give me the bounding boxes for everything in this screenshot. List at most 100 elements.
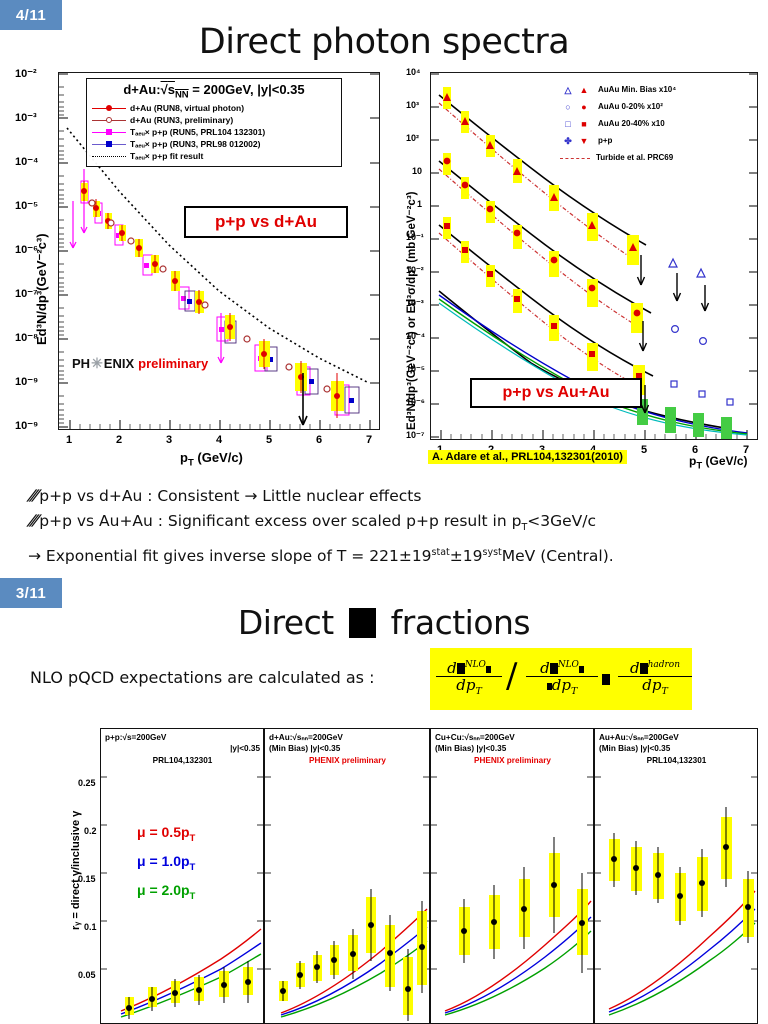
plus-minus-icon: ± bbox=[398, 547, 412, 566]
legend-item: Tₐₑᵤ× p+p (RUN3, PRL98 012002) bbox=[92, 139, 336, 150]
mu-label: μ = 1.0p bbox=[137, 852, 190, 869]
bullet-value-syst: 19 bbox=[462, 547, 483, 566]
legend-filled-triangle-icon: ▲ bbox=[579, 85, 589, 95]
fraction-panels-y-axis-label: rᵧ = direct γ/inclusive γ bbox=[70, 810, 82, 930]
formula-numerator: d hadron bbox=[618, 658, 692, 676]
legend-open-cross-icon: ✤ bbox=[564, 136, 572, 146]
legend-swatch-pp-run3 bbox=[92, 140, 126, 149]
bullet-subscript: T bbox=[521, 522, 528, 534]
y-tick-label: 10⁻⁵ bbox=[406, 364, 425, 374]
x-axis-subscript: T bbox=[187, 457, 194, 469]
panel-system-label: Au+Au:√sₙₙ=200GeV bbox=[599, 733, 679, 742]
x-tick-label: 5 bbox=[266, 434, 273, 446]
chart-fraction-auau: Au+Au:√sₙₙ=200GeV (Min Bias) |y|<0.35 PR… bbox=[594, 728, 758, 1024]
panel-header-pp: p+p:√s=200GeV |y|<0.35 PRL104,132301 bbox=[105, 732, 260, 766]
panel-dau-canvas bbox=[265, 776, 429, 1021]
y-tick-label: 10⁻⁹ bbox=[15, 376, 39, 388]
x-tick-label: 1 bbox=[66, 434, 73, 446]
chart-auau-legend: △ ▲ AuAu Min. Bias x10⁴ ○ ● AuAu 0-20% x… bbox=[560, 85, 750, 170]
y-tick-label: 10³ bbox=[406, 100, 420, 110]
panel-citation: PRL104,132301 bbox=[646, 756, 707, 765]
y-tick-label: 10² bbox=[406, 133, 420, 143]
panel-rapidity-label: (Min Bias) |y|<0.35 bbox=[269, 744, 341, 753]
mu-legend-item-05: μ = 0.5pT bbox=[137, 821, 195, 850]
legend-header-sub: NN bbox=[174, 89, 189, 101]
panel-system-label: d+Au:√sₙₙ=200GeV bbox=[269, 733, 343, 742]
sqrt-icon: √ bbox=[160, 82, 168, 97]
bullet-marker-icon: ⫻ bbox=[26, 512, 39, 530]
formula-d: d bbox=[447, 659, 457, 677]
legend-item-label: Tₐₑᵤ× p+p fit result bbox=[130, 150, 204, 161]
x-tick-label: 5 bbox=[641, 444, 648, 456]
formula-superscript: hadron bbox=[647, 660, 681, 670]
formula-divider-slash: / bbox=[506, 656, 518, 696]
y-tick-label: 10⁻² bbox=[406, 265, 424, 275]
panel-header-auau: Au+Au:√sₙₙ=200GeV (Min Bias) |y|<0.35 PR… bbox=[599, 732, 754, 766]
bullet-marker-icon: ⫻ bbox=[26, 487, 39, 505]
panel-system-label: p+p:√s=200GeV bbox=[105, 733, 167, 742]
legend-header-prefix: d+Au: bbox=[123, 82, 161, 97]
y-tick-label: 1 bbox=[417, 199, 423, 209]
legend-item: ○ ● AuAu 0-20% x10² bbox=[560, 102, 750, 112]
legend-swatch-dau-run8 bbox=[92, 104, 126, 113]
legend-header: d+Au:√sNN = 200GeV, |y|<0.35 bbox=[92, 82, 336, 101]
legend-item: ✤ ▼ p+p bbox=[560, 136, 750, 146]
formula-numerator: d NLO bbox=[436, 658, 502, 677]
slide-number-badge-bottom: 3/11 bbox=[0, 578, 62, 608]
formula-d: d bbox=[540, 659, 550, 677]
x-tick-label: 6 bbox=[692, 444, 699, 456]
missing-glyph-icon bbox=[549, 663, 558, 674]
missing-glyph-icon bbox=[485, 666, 491, 673]
chart-dau-legend: d+Au:√sNN = 200GeV, |y|<0.35 d+Au (RUN8,… bbox=[86, 78, 342, 167]
formula-denominator: dpT bbox=[618, 678, 692, 699]
formula-sub: T bbox=[570, 686, 578, 697]
formula-fraction-1: d NLO dpT bbox=[436, 658, 502, 699]
panel-header-dau: d+Au:√sₙₙ=200GeV (Min Bias) |y|<0.35 PHE… bbox=[269, 732, 426, 766]
formula-denominator: dpT bbox=[436, 678, 502, 699]
mu-sub: T bbox=[189, 890, 196, 902]
bullet-row-1: ⫻p+p vs d+Au : Consistent → Little nucle… bbox=[26, 484, 758, 509]
y-tick-label: 0.2 bbox=[84, 826, 97, 836]
phenix-logo-right: ENIX bbox=[103, 356, 135, 371]
panel-rapidity-label: |y|<0.35 bbox=[230, 744, 260, 753]
missing-glyph-icon bbox=[456, 663, 465, 674]
bullet-text-tail: : Significant excess over scaled p+p res… bbox=[152, 512, 522, 530]
y-tick-label: 10⁻⁷ bbox=[406, 430, 425, 440]
y-tick-label: 10⁻⁷ bbox=[15, 288, 38, 300]
formula-sub: T bbox=[661, 686, 668, 697]
chart-auau-x-axis-label: pT (GeV/c) bbox=[689, 454, 748, 471]
chart-auau-y-axis-label: Ed³N/dp³(GeV⁻²c³) or Ed³σ/dp³ (mb GeV⁻²c… bbox=[406, 191, 418, 431]
chart-auau-canvas bbox=[431, 73, 757, 439]
legend-item-label: d+Au (RUN8, virtual photon) bbox=[130, 102, 245, 113]
y-tick-label: 10⁻³ bbox=[15, 112, 37, 124]
mu-label: μ = 2.0p bbox=[137, 881, 190, 898]
x-tick-label: 4 bbox=[216, 434, 223, 446]
legend-item-label: Tₐₑᵤ× p+p (RUN3, PRL98 012002) bbox=[130, 138, 261, 149]
x-tick-label: 7 bbox=[366, 434, 373, 446]
formula-superscript: NLO bbox=[464, 660, 486, 670]
formula-numerator: d NLO bbox=[526, 658, 598, 677]
legend-item-label: Tₐₑᵤ× p+p (RUN5, PRL104 132301) bbox=[130, 126, 266, 137]
panel-system-label: Cu+Cu:√sₙₙ=200GeV bbox=[435, 733, 515, 742]
page-title-top: Direct photon spectra bbox=[198, 22, 570, 62]
legend-filled-circle-icon: ● bbox=[581, 102, 587, 112]
formula-bar bbox=[618, 676, 692, 677]
bullet-text: p+p vs d+Au bbox=[39, 487, 143, 505]
y-tick-label: 10⁻⁴ bbox=[15, 156, 39, 168]
bullet-sup-syst: syst bbox=[482, 547, 502, 559]
formula-sub: T bbox=[475, 686, 482, 697]
bullet-row-2: ⫻p+p vs Au+Au : Significant excess over … bbox=[26, 509, 758, 540]
bullet-text-end: <3GeV/c bbox=[527, 512, 596, 530]
phenix-star-icon: ✳ bbox=[91, 355, 103, 371]
y-tick-label: 10⁻² bbox=[15, 68, 37, 80]
legend-item: □ ■ AuAu 20-40% x10 bbox=[560, 119, 750, 129]
y-tick-label: 0.15 bbox=[78, 874, 96, 884]
x-axis-unit: (GeV/c) bbox=[193, 450, 243, 465]
slide-number-badge-top: 4/11 bbox=[0, 0, 62, 30]
legend-open-circle-icon: ○ bbox=[565, 102, 571, 112]
panel-header-cucu: Cu+Cu:√sₙₙ=200GeV (Min Bias) |y|<0.35 PH… bbox=[435, 732, 590, 766]
y-tick-label: 0.25 bbox=[78, 778, 96, 788]
legend-swatch-dau-run3 bbox=[92, 116, 126, 125]
x-axis-symbol: p bbox=[689, 454, 697, 468]
mu-legend-item-20: μ = 2.0pT bbox=[137, 879, 195, 908]
